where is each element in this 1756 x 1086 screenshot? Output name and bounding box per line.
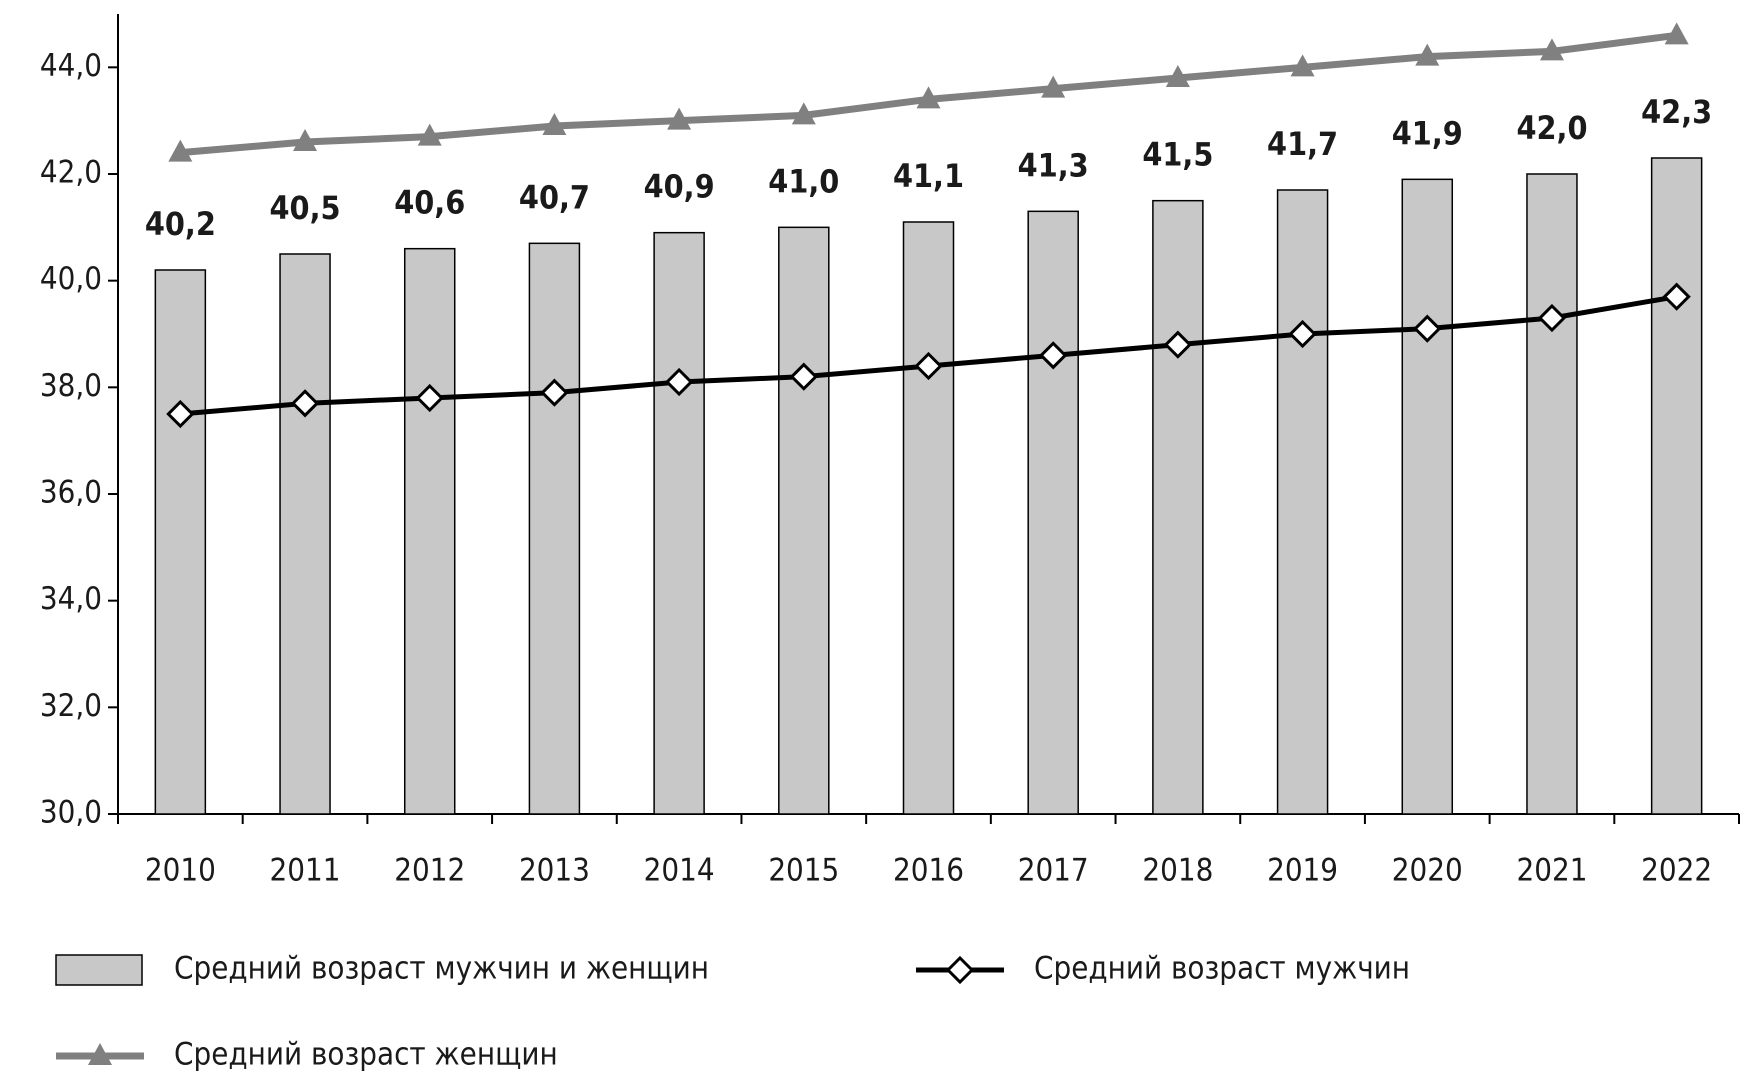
marker [1413,314,1442,343]
x-tick-label: 2019 [1267,853,1338,889]
marker [789,362,818,391]
value-label: 40,5 [270,189,341,227]
bar [1650,157,1703,815]
x-tick-label: 2022 [1641,853,1712,889]
value-label: 42,3 [1641,93,1712,131]
marker [542,113,567,135]
marker [1539,38,1564,61]
legend-marker [945,955,975,985]
y-tick-label: 42,0 [40,155,102,191]
marker [1290,54,1315,77]
x-tick-label: 2014 [644,853,715,889]
y-tick-label: 36,0 [40,475,102,511]
bar [1276,189,1329,815]
x-tick-label: 2015 [768,853,839,889]
marker [1537,303,1567,333]
bar [902,221,955,815]
marker [914,351,943,381]
legend-swatch [55,954,143,986]
marker [791,102,816,125]
value-label: 41,0 [768,162,839,200]
marker [1415,43,1440,66]
x-tick-label: 2010 [145,853,216,889]
x-tick-label: 2021 [1516,853,1587,889]
value-label: 40,6 [394,184,465,222]
value-label: 40,7 [519,178,590,216]
x-tick-label: 2012 [394,853,465,889]
marker [664,367,694,397]
marker [415,383,444,413]
x-tick-label: 2016 [893,853,964,889]
x-tick-label: 2018 [1142,853,1213,889]
marker [1163,330,1193,359]
y-tick-label: 44,0 [40,48,102,84]
bar [1526,173,1578,815]
marker [1662,282,1691,311]
value-label: 42,0 [1516,109,1587,147]
y-tick-label: 30,0 [40,795,102,831]
marker [166,399,195,429]
value-label: 40,9 [644,168,715,206]
legend-label: Средний возраст мужчин [1034,951,1410,987]
x-tick-label: 2020 [1392,853,1463,889]
marker [1288,319,1317,349]
value-label: 41,7 [1267,125,1338,163]
marker [667,107,692,130]
y-tick-label: 34,0 [40,581,102,617]
value-label: 40,2 [145,205,216,243]
marker [1041,75,1066,98]
value-label: 41,1 [893,157,964,195]
bar [279,253,331,815]
y-tick-label: 32,0 [40,688,102,724]
marker [1664,22,1689,45]
marker [290,389,320,418]
legend-label: Средний возраст мужчин и женщин [174,951,709,987]
bar [1401,178,1454,815]
marker [293,129,318,151]
bar [403,247,456,815]
marker [168,139,193,162]
marker [540,378,569,407]
marker [1165,65,1190,87]
bar [653,231,705,815]
bar [778,226,830,815]
x-tick-label: 2011 [270,853,341,889]
value-label: 41,9 [1392,114,1463,152]
marker [1039,341,1068,370]
bar [528,242,581,815]
legend-label: Средний возраст женщин [174,1037,558,1073]
value-label: 41,5 [1142,136,1213,174]
value-label: 41,3 [1018,146,1089,184]
bar [1152,199,1204,815]
bar [154,269,207,815]
y-tick-label: 38,0 [40,368,102,404]
y-tick-label: 40,0 [40,261,102,297]
bar [1027,210,1079,815]
x-tick-label: 2013 [519,853,590,889]
legend-marker [88,1043,112,1065]
marker [916,86,941,109]
x-tick-label: 2017 [1018,853,1089,889]
marker [417,123,442,146]
